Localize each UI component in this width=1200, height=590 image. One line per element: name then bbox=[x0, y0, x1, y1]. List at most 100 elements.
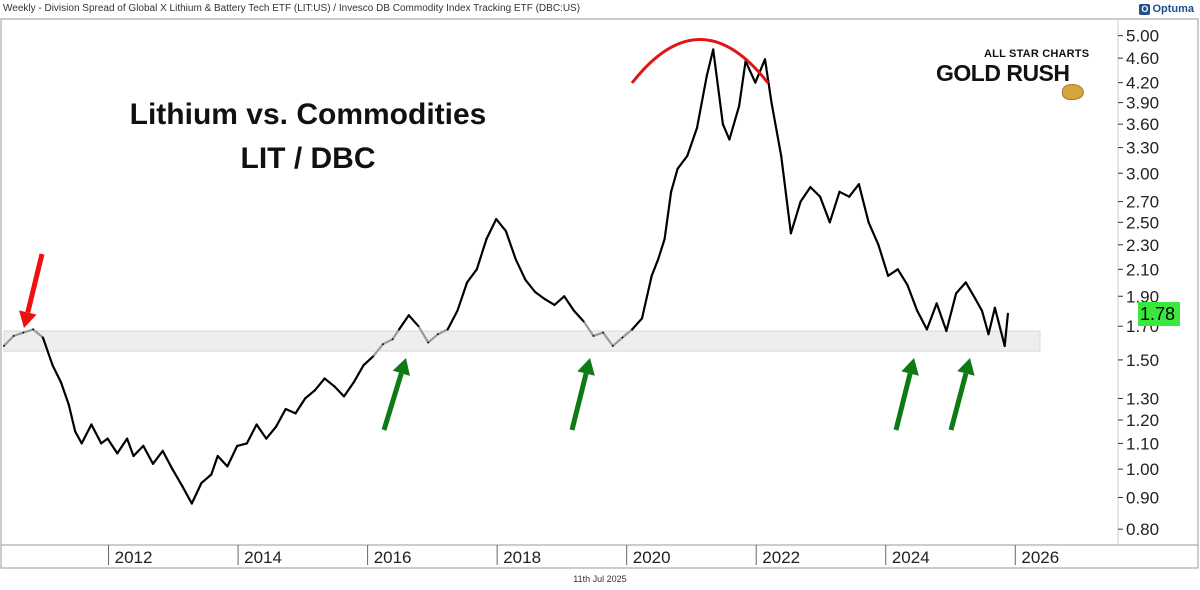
data-point bbox=[116, 452, 119, 455]
series-segment bbox=[611, 336, 624, 347]
series-segment bbox=[391, 328, 401, 341]
series-segment bbox=[132, 444, 145, 458]
data-point bbox=[398, 328, 400, 331]
data-point bbox=[809, 186, 812, 189]
data-point bbox=[712, 48, 715, 51]
series-segment bbox=[925, 302, 938, 331]
series-segment bbox=[417, 325, 430, 344]
series-segment bbox=[106, 437, 119, 455]
y-tick-label: 1.00 bbox=[1126, 460, 1159, 479]
data-point bbox=[573, 309, 575, 312]
series-segment bbox=[916, 309, 929, 331]
data-point bbox=[505, 230, 507, 233]
series-segment bbox=[190, 481, 203, 505]
arrow-head bbox=[19, 310, 37, 328]
data-point bbox=[22, 331, 25, 334]
series-segment bbox=[456, 281, 469, 312]
series-segment bbox=[809, 186, 822, 198]
arrow-shaft bbox=[569, 372, 589, 431]
data-point bbox=[828, 221, 831, 224]
brand[interactable]: O Optuma bbox=[1139, 2, 1194, 16]
data-point bbox=[362, 364, 365, 367]
data-point bbox=[200, 482, 203, 484]
y-tick-label: 3.60 bbox=[1126, 115, 1159, 134]
series-segment bbox=[2, 334, 15, 347]
series-segment bbox=[427, 333, 439, 344]
series-segment bbox=[294, 397, 307, 415]
data-point bbox=[631, 328, 634, 331]
data-point bbox=[446, 328, 449, 331]
series-segment bbox=[935, 302, 948, 333]
data-point bbox=[304, 397, 307, 400]
data-point bbox=[696, 127, 698, 129]
data-point bbox=[738, 105, 740, 107]
arrow-head bbox=[392, 358, 410, 376]
logo-top-text: ALL STAR CHARTS bbox=[984, 48, 1090, 60]
series-segment bbox=[41, 336, 54, 367]
up-arrow-2019 bbox=[569, 358, 595, 431]
series-segment bbox=[313, 377, 326, 392]
series-segment bbox=[466, 268, 478, 284]
series-segment bbox=[770, 101, 783, 157]
y-axis: 5.00 4.60 4.203.90 3.60 3.30 3.00 2.702.50 2.30… bbox=[1118, 27, 1159, 539]
last-price-badge: 1.78 bbox=[1138, 302, 1180, 326]
series-segment bbox=[226, 444, 239, 468]
series-segment bbox=[161, 449, 174, 471]
data-point bbox=[650, 274, 653, 277]
series-segment bbox=[650, 258, 660, 277]
data-point bbox=[265, 437, 268, 440]
series-segment bbox=[245, 423, 258, 445]
data-point bbox=[382, 343, 384, 346]
series-segment bbox=[857, 183, 870, 224]
series-segment bbox=[200, 473, 213, 484]
top-arc bbox=[630, 38, 770, 84]
brand-name: Optuma bbox=[1152, 3, 1194, 15]
data-point bbox=[352, 381, 355, 384]
y-tick-label: 3.30 bbox=[1126, 139, 1159, 158]
chart-date: 11th Jul 2025 bbox=[573, 574, 627, 584]
series-segment bbox=[974, 298, 984, 312]
data-point bbox=[456, 309, 459, 312]
series-segment bbox=[631, 317, 644, 331]
series-segment bbox=[407, 314, 420, 328]
series-segment bbox=[601, 331, 614, 347]
y-tick-label: 1.10 bbox=[1126, 434, 1159, 453]
y-tick-label: 1.50 bbox=[1126, 351, 1159, 370]
x-tick-label: 2026 bbox=[1021, 548, 1059, 567]
series-segment bbox=[553, 295, 566, 306]
series-segment bbox=[398, 314, 410, 331]
data-point bbox=[790, 232, 792, 235]
data-point bbox=[867, 221, 870, 224]
data-point bbox=[12, 335, 15, 337]
data-point bbox=[417, 325, 420, 328]
data-point bbox=[60, 381, 62, 384]
series-segment bbox=[323, 377, 336, 388]
series-segment bbox=[31, 328, 45, 339]
data-point bbox=[466, 281, 468, 284]
series-segment bbox=[216, 454, 229, 468]
data-point bbox=[887, 274, 889, 277]
data-point bbox=[754, 81, 757, 84]
series-segment bbox=[657, 237, 666, 261]
data-point bbox=[514, 258, 517, 261]
series-segment bbox=[663, 190, 673, 241]
data-point bbox=[437, 333, 439, 336]
series-segment bbox=[284, 407, 297, 415]
series-segment bbox=[352, 364, 365, 384]
data-point bbox=[964, 281, 967, 284]
y-tick-label: 0.80 bbox=[1126, 520, 1159, 539]
data-point bbox=[955, 292, 957, 295]
series-segment bbox=[789, 200, 802, 235]
data-point bbox=[926, 328, 928, 331]
data-point bbox=[935, 302, 938, 305]
up-arrow-2024 bbox=[893, 358, 919, 431]
data-point bbox=[255, 423, 258, 426]
data-point bbox=[981, 309, 983, 312]
data-point bbox=[592, 335, 595, 337]
series-segment bbox=[67, 403, 77, 433]
series-segment bbox=[828, 190, 841, 224]
series-segment bbox=[543, 298, 556, 306]
y-tick-label: 4.20 bbox=[1126, 74, 1159, 93]
series-segment bbox=[100, 437, 109, 445]
series-segment bbox=[621, 328, 634, 339]
